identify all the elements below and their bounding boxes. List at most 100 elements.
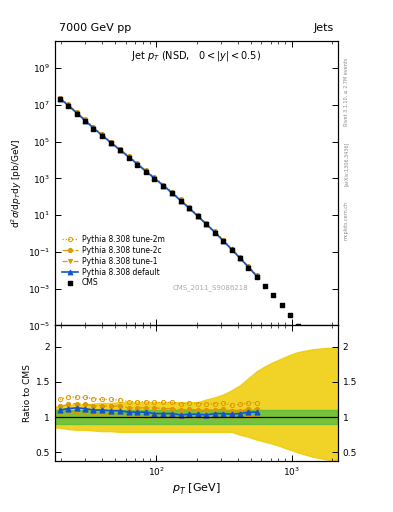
Pythia 8.308 default xyxy=(83,117,88,123)
CMS xyxy=(169,189,175,198)
Pythia 8.308 default xyxy=(118,147,122,153)
Pythia 8.308 default xyxy=(230,246,234,252)
Pythia 8.308 tune-2c xyxy=(254,273,259,279)
Text: [arXiv:1306.3436]: [arXiv:1306.3436] xyxy=(344,142,349,186)
CMS xyxy=(117,146,123,155)
CMS xyxy=(186,204,192,212)
CMS xyxy=(294,322,301,330)
Pythia 8.308 tune-2m xyxy=(143,167,148,173)
CMS xyxy=(178,197,184,205)
CMS xyxy=(151,175,158,183)
Pythia 8.308 tune-2m xyxy=(237,254,242,260)
Pythia 8.308 tune-2c xyxy=(91,124,95,131)
Pythia 8.308 tune-2m xyxy=(195,212,200,218)
Pythia 8.308 tune-2c xyxy=(74,110,79,116)
Pythia 8.308 default xyxy=(213,229,217,236)
CMS xyxy=(270,291,276,299)
CMS xyxy=(90,124,96,133)
Pythia 8.308 tune-2m xyxy=(254,272,259,278)
Line: Pythia 8.308 tune-2m: Pythia 8.308 tune-2m xyxy=(58,95,259,277)
Pythia 8.308 tune-2c xyxy=(100,132,105,138)
Pythia 8.308 tune-1 xyxy=(213,230,217,236)
CMS xyxy=(245,264,252,272)
Pythia 8.308 tune-2m xyxy=(204,220,209,226)
CMS xyxy=(279,301,285,309)
Y-axis label: d$^2$$\sigma$/d$p_T$d$y$ [pb/GeV]: d$^2$$\sigma$/d$p_T$d$y$ [pb/GeV] xyxy=(9,138,24,228)
CMS xyxy=(195,212,201,221)
Pythia 8.308 tune-1 xyxy=(152,176,157,182)
Pythia 8.308 default xyxy=(91,125,95,131)
Line: Pythia 8.308 tune-1: Pythia 8.308 tune-1 xyxy=(58,97,259,279)
Pythia 8.308 tune-2c xyxy=(108,139,113,145)
Pythia 8.308 default xyxy=(100,132,105,138)
Pythia 8.308 default xyxy=(246,264,251,270)
Pythia 8.308 tune-2c xyxy=(66,102,70,108)
Text: CMS_2011_S9086218: CMS_2011_S9086218 xyxy=(173,285,248,291)
Pythia 8.308 default xyxy=(161,183,166,189)
Pythia 8.308 default xyxy=(57,96,62,102)
Pythia 8.308 tune-2c xyxy=(152,175,157,181)
Pythia 8.308 tune-1 xyxy=(118,147,122,153)
CMS xyxy=(143,167,149,176)
Pythia 8.308 tune-2c xyxy=(178,197,183,203)
CMS xyxy=(134,161,141,169)
CMS xyxy=(323,373,330,381)
CMS xyxy=(99,132,105,140)
Text: Jets: Jets xyxy=(314,23,334,33)
Pythia 8.308 tune-2m xyxy=(83,116,88,122)
Pythia 8.308 default xyxy=(170,190,174,196)
CMS xyxy=(229,246,235,254)
Pythia 8.308 tune-1 xyxy=(91,125,95,132)
Pythia 8.308 tune-1 xyxy=(178,198,183,204)
Pythia 8.308 tune-2m xyxy=(178,197,183,203)
Pythia 8.308 tune-2c xyxy=(204,221,209,227)
Pythia 8.308 tune-2c xyxy=(170,189,174,196)
Pythia 8.308 tune-1 xyxy=(135,162,140,168)
CMS xyxy=(220,237,226,245)
CMS xyxy=(262,282,268,290)
Pythia 8.308 tune-2m xyxy=(91,124,95,130)
Pythia 8.308 tune-2m xyxy=(100,131,105,137)
Pythia 8.308 tune-2m xyxy=(74,109,79,115)
Pythia 8.308 tune-2m xyxy=(118,145,122,152)
Text: 7000 GeV pp: 7000 GeV pp xyxy=(59,23,131,33)
Pythia 8.308 tune-1 xyxy=(161,183,166,189)
Pythia 8.308 tune-2m xyxy=(108,138,113,144)
Pythia 8.308 default xyxy=(143,168,148,174)
CMS xyxy=(203,220,209,228)
Pythia 8.308 tune-2m xyxy=(152,174,157,180)
CMS xyxy=(73,110,80,118)
Pythia 8.308 tune-1 xyxy=(74,111,79,117)
Pythia 8.308 tune-1 xyxy=(57,96,62,102)
Pythia 8.308 tune-1 xyxy=(127,154,131,160)
Pythia 8.308 tune-2m xyxy=(161,181,166,187)
Pythia 8.308 tune-1 xyxy=(195,214,200,220)
Pythia 8.308 tune-2m xyxy=(135,160,140,166)
Pythia 8.308 default xyxy=(195,213,200,219)
Line: Pythia 8.308 tune-2c: Pythia 8.308 tune-2c xyxy=(58,96,259,278)
Pythia 8.308 tune-2m xyxy=(66,101,70,107)
CMS xyxy=(65,102,71,110)
CMS xyxy=(237,254,243,263)
Pythia 8.308 default xyxy=(221,238,226,244)
Pythia 8.308 tune-2m xyxy=(127,153,131,159)
Text: Rivet 3.1.10, ≥ 2.7M events: Rivet 3.1.10, ≥ 2.7M events xyxy=(344,58,349,126)
Pythia 8.308 default xyxy=(187,205,191,211)
Pythia 8.308 tune-1 xyxy=(108,140,113,146)
Pythia 8.308 tune-1 xyxy=(254,273,259,280)
Pythia 8.308 default xyxy=(135,161,140,167)
Pythia 8.308 tune-2c xyxy=(127,154,131,160)
CMS xyxy=(108,139,114,147)
CMS xyxy=(160,182,167,190)
Pythia 8.308 default xyxy=(254,273,259,279)
Pythia 8.308 default xyxy=(108,140,113,146)
Pythia 8.308 tune-2m xyxy=(57,95,62,101)
Pythia 8.308 tune-2m xyxy=(187,204,191,210)
Pythia 8.308 tune-1 xyxy=(237,255,242,261)
Pythia 8.308 tune-2c xyxy=(237,254,242,261)
Pythia 8.308 tune-2m xyxy=(230,245,234,251)
Pythia 8.308 tune-1 xyxy=(100,133,105,139)
Pythia 8.308 tune-2c xyxy=(57,95,62,101)
Pythia 8.308 tune-1 xyxy=(246,265,251,271)
Pythia 8.308 tune-2c xyxy=(143,167,148,174)
